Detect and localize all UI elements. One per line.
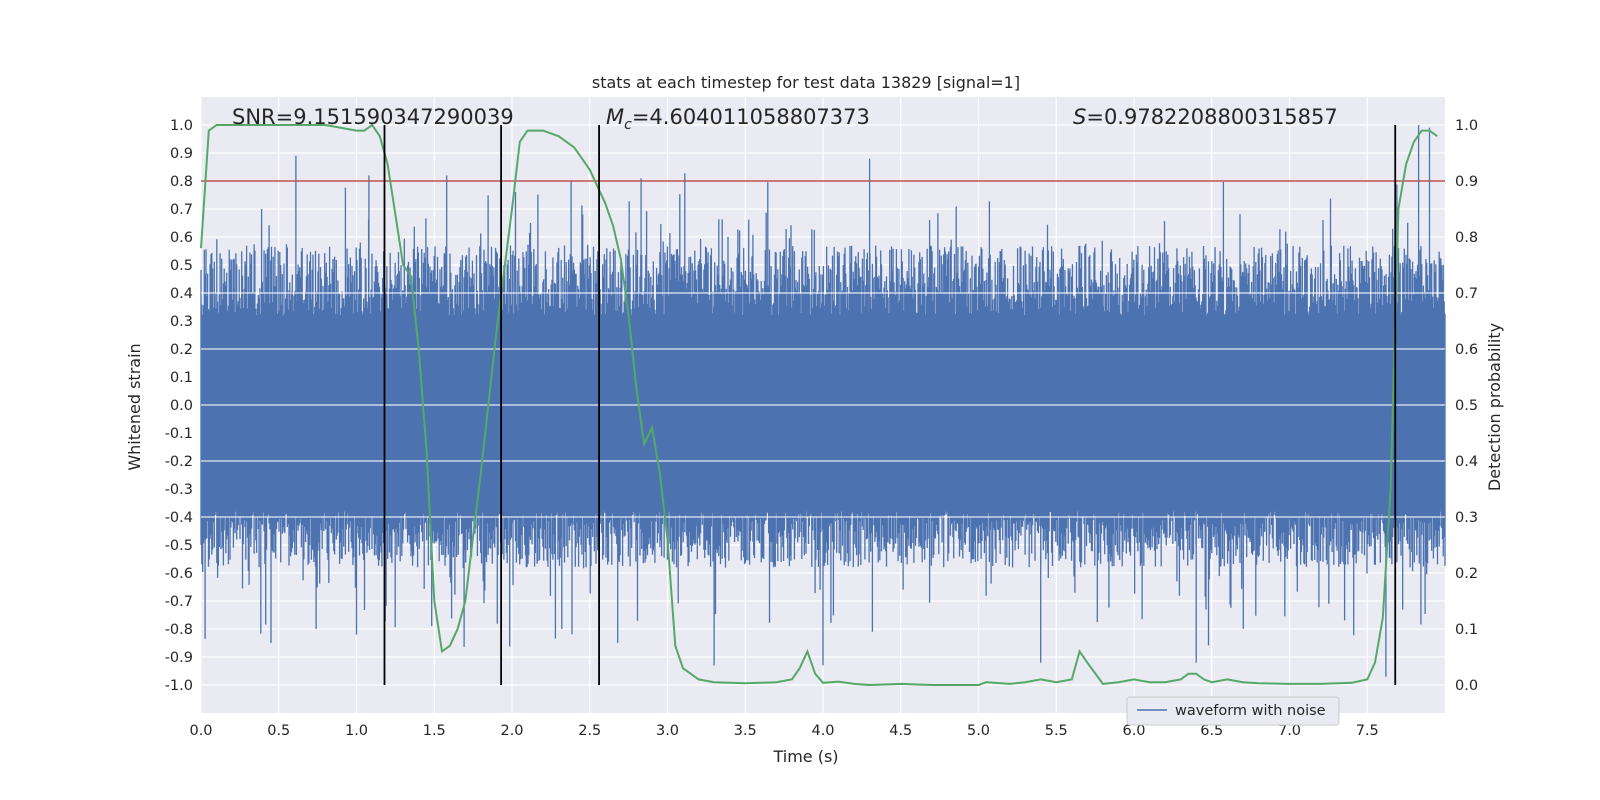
y2-tick-label: 0.0 [1455, 678, 1478, 694]
x-axis-ticks: 0.0 0.5 1.0 1.5 2.0 2.5 3.0 3.5 4.0 4.5 5.0 5.5 6.0 6… [189, 723, 1378, 739]
y2-tick-label: 0.4 [1455, 454, 1478, 470]
chirp-mass-annotation: Mc=4.604011058807373 [606, 105, 870, 133]
y-tick-label: -0.5 [165, 538, 193, 554]
waveform-series [200, 125, 1446, 677]
y-tick-label: -0.9 [165, 650, 193, 666]
x-tick-label: 1.5 [423, 723, 446, 739]
y-tick-label: 0.0 [170, 398, 193, 414]
x-tick-label: 5.0 [967, 723, 990, 739]
y2-axis-ticks: 1.0 0.9 0.8 0.7 0.6 0.5 0.4 0.3 0.2 0.1 0.0 [1455, 118, 1478, 694]
y-axis-label: Whitened strain [125, 343, 144, 470]
y2-axis-label: Detection probability [1485, 323, 1504, 491]
probability-series [200, 123, 1438, 687]
y-tick-label: -0.6 [165, 566, 193, 582]
x-tick-label: 0.5 [267, 723, 290, 739]
y-tick-label: 0.2 [170, 342, 193, 358]
y2-tick-label: 0.1 [1455, 622, 1478, 638]
y2-tick-label: 0.8 [1455, 230, 1478, 246]
chart-title: stats at each timestep for test data 138… [592, 73, 1020, 92]
x-tick-label: 5.5 [1045, 723, 1068, 739]
chirp-mass-symbol: M [606, 105, 624, 129]
y-tick-label: 0.8 [170, 174, 193, 190]
y-tick-label: -0.1 [165, 426, 193, 442]
y-tick-label: -0.8 [165, 622, 193, 638]
x-tick-label: 2.0 [500, 723, 523, 739]
spin-value: =0.9782208800315857 [1086, 105, 1337, 129]
y-axis-ticks: 1.0 0.9 0.8 0.7 0.6 0.5 0.4 0.3 0.2 0.1 0.0 -0.1 -0.… [165, 118, 193, 694]
legend-box [1126, 696, 1340, 726]
y-tick-label: 0.4 [170, 286, 193, 302]
y-tick-label: 0.5 [170, 258, 193, 274]
x-tick-label: 4.5 [889, 723, 912, 739]
y-tick-label: -0.2 [165, 454, 193, 470]
y2-tick-label: 0.3 [1455, 510, 1478, 526]
y2-tick-label: 1.0 [1455, 118, 1478, 134]
x-tick-label: 3.0 [656, 723, 679, 739]
x-tick-label: 0.0 [189, 723, 212, 739]
y-tick-label: -0.7 [165, 594, 193, 610]
y2-tick-label: 0.2 [1455, 566, 1478, 582]
snr-annotation: SNR=9.151590347290039 [232, 105, 514, 129]
x-axis-label: Time (s) [772, 747, 838, 766]
y-tick-label: 0.3 [170, 314, 193, 330]
spin-symbol: S [1073, 105, 1086, 129]
x-tick-label: 4.0 [811, 723, 834, 739]
marker-lines [383, 125, 1397, 685]
chirp-mass-value: =4.604011058807373 [632, 105, 870, 129]
spin-annotation: S=0.9782208800315857 [1073, 105, 1338, 129]
x-tick-label: 7.0 [1278, 723, 1301, 739]
y-tick-label: 0.9 [170, 146, 193, 162]
x-tick-label: 2.5 [578, 723, 601, 739]
probability-line [200, 123, 1438, 687]
legend: waveform with noise [1126, 696, 1340, 726]
y2-tick-label: 0.5 [1455, 398, 1478, 414]
y-tick-label: 1.0 [170, 118, 193, 134]
chirp-mass-subscript: c [624, 117, 632, 133]
x-tick-label: 3.5 [734, 723, 757, 739]
y-tick-label: -0.4 [165, 510, 193, 526]
x-tick-label: 6.5 [1200, 723, 1223, 739]
y2-tick-label: 0.9 [1455, 174, 1478, 190]
y-tick-label: -1.0 [165, 678, 193, 694]
x-tick-label: 1.0 [345, 723, 368, 739]
y2-tick-label: 0.7 [1455, 286, 1478, 302]
y2-tick-label: 0.6 [1455, 342, 1478, 358]
y-tick-label: 0.1 [170, 370, 193, 386]
legend-label: waveform with noise [1175, 703, 1326, 719]
y-tick-label: -0.3 [165, 482, 193, 498]
y-tick-label: 0.7 [170, 202, 193, 218]
y-tick-label: 0.6 [170, 230, 193, 246]
x-tick-label: 6.0 [1122, 723, 1145, 739]
x-tick-label: 7.5 [1356, 723, 1379, 739]
